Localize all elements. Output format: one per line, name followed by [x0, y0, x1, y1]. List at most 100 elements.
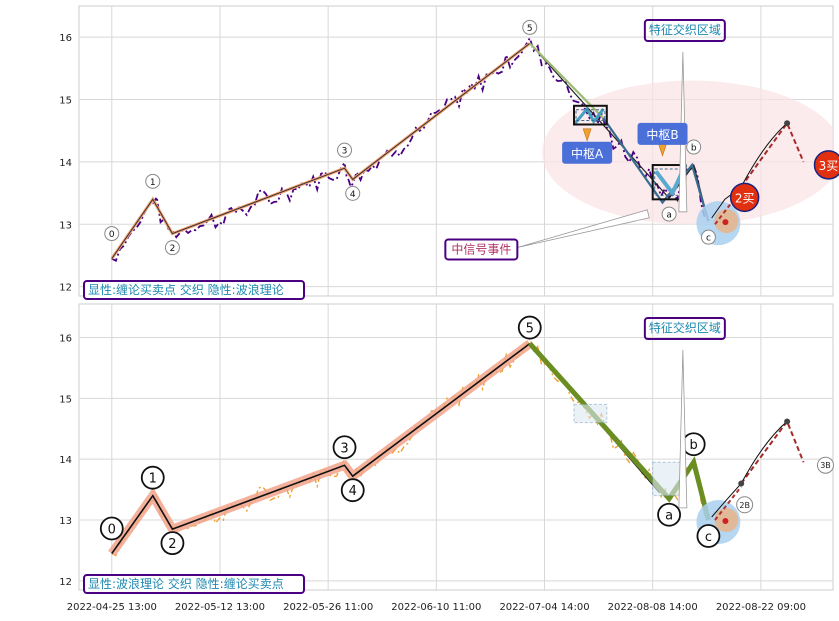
wave-label: 4 — [350, 190, 356, 200]
wave-label: c — [706, 234, 711, 244]
y-tick-label: 12 — [59, 577, 72, 588]
price-series-line — [111, 35, 706, 262]
annotation-arrow — [517, 209, 650, 248]
wave-label-circle — [517, 315, 542, 340]
y-tick-label: 12 — [59, 283, 72, 294]
wave-label-circle — [345, 185, 361, 201]
caption-text: 显性:缠论买卖点 交织 隐性:波浪理论 — [88, 282, 284, 297]
wave-label: 2 — [168, 537, 176, 552]
wave-line — [111, 342, 531, 554]
pivot-arrow — [582, 128, 592, 142]
projection-line — [711, 483, 742, 518]
wave-label-circle — [700, 229, 716, 245]
pivot-label-box — [562, 141, 613, 164]
wave-label: 0 — [109, 230, 115, 240]
buy-point-label: 3买 — [819, 159, 839, 173]
pivot-label: 中枢B — [646, 127, 678, 142]
buy-point-marker — [736, 496, 754, 514]
annotation-label: 特征交织区域 — [649, 22, 721, 37]
wave-label-circle — [686, 139, 702, 155]
buy-point-label: 3B — [820, 461, 831, 470]
wave-label-circle — [99, 516, 124, 541]
wave-label-circle — [696, 524, 721, 548]
wave-label-circle — [661, 206, 677, 222]
caption-box — [83, 574, 305, 594]
wave-label: 2 — [170, 244, 176, 254]
projection-curve — [740, 122, 788, 188]
wave-label: b — [691, 144, 697, 154]
wave-label: 5 — [526, 322, 534, 337]
projection-dashed — [714, 485, 742, 521]
wave-label-circle — [145, 173, 161, 189]
wave-label-circle — [340, 478, 365, 503]
x-tick-label: 2022-08-22 09:00 — [716, 602, 806, 613]
buy-point-marker — [816, 456, 834, 474]
plot-area — [78, 303, 834, 591]
projection-point — [784, 418, 791, 425]
x-tick-label: 2022-06-10 11:00 — [391, 602, 481, 613]
annotation-box — [643, 317, 726, 340]
x-tick-label: 2022-05-26 11:00 — [283, 602, 373, 613]
wave-label: 3 — [340, 441, 348, 456]
wave-label: 4 — [349, 484, 357, 499]
projection-point — [738, 480, 745, 487]
x-tick-label: 2022-04-25 13:00 — [67, 602, 157, 613]
y-tick-label: 15 — [59, 96, 72, 107]
buy-point-label: 2B — [739, 501, 750, 510]
annotation-box — [444, 238, 519, 261]
y-tick-label: 16 — [59, 33, 72, 44]
wave-label: 0 — [108, 522, 116, 537]
annotation-label: 特征交织区域 — [649, 320, 721, 335]
wave-label: 1 — [150, 178, 156, 188]
buy-point-label: 2买 — [735, 191, 755, 205]
top-panel: 1213141516012345abc2买3买特征交织区域中信号事件中枢A中枢B… — [59, 5, 839, 300]
x-tick-label: 2022-05-12 13:00 — [175, 602, 265, 613]
buy-point-marker — [813, 150, 839, 180]
wave-label-circle — [657, 502, 681, 527]
wave-label: a — [665, 509, 673, 524]
wave-label-circle — [332, 435, 357, 460]
pivot-a-stroke — [572, 106, 605, 126]
wave-label-circle — [522, 19, 538, 35]
y-tick-label: 14 — [59, 455, 72, 466]
projection-point — [784, 120, 791, 127]
signal-dot — [722, 518, 729, 525]
wave-label-circle — [140, 465, 165, 490]
caption-box — [83, 280, 305, 300]
annotation-label: 中信号事件 — [451, 241, 511, 256]
projection-dashed — [740, 419, 805, 485]
buy-point-marker — [729, 182, 760, 213]
annotation-box — [643, 19, 726, 42]
pivot-zone — [573, 104, 608, 126]
y-tick-label: 15 — [59, 394, 72, 405]
annotation-arrow — [678, 349, 688, 509]
signal-dot — [722, 219, 729, 226]
y-tick-label: 14 — [59, 158, 72, 169]
wave-label-circle — [104, 226, 120, 242]
y-tick-label: 13 — [59, 220, 72, 231]
projection-curve — [740, 421, 788, 484]
pivot-label: 中枢A — [571, 146, 604, 161]
y-tick-label: 16 — [59, 333, 72, 344]
wave-label: 5 — [527, 24, 533, 34]
x-tick-label: 2022-08-08 14:00 — [608, 602, 698, 613]
wave-label-circle — [160, 531, 185, 556]
wave-label: b — [690, 438, 698, 453]
wave-label: a — [666, 211, 672, 221]
wave-label: c — [705, 530, 712, 545]
interlace-region — [542, 80, 833, 225]
wave-label-circle — [164, 240, 180, 256]
x-tick-label: 2022-07-04 14:00 — [499, 602, 589, 613]
wave-line — [111, 43, 531, 259]
projection-dashed — [740, 121, 805, 188]
pivot-label-box — [637, 122, 688, 145]
y-tick-label: 13 — [59, 516, 72, 527]
wave-label: 1 — [149, 472, 157, 487]
pivot-zone — [573, 403, 608, 424]
wave-label: 3 — [342, 147, 348, 157]
wave-label-circle — [337, 142, 353, 158]
caption-text: 显性:波浪理论 交织 隐性:缠论买卖点 — [88, 576, 284, 591]
